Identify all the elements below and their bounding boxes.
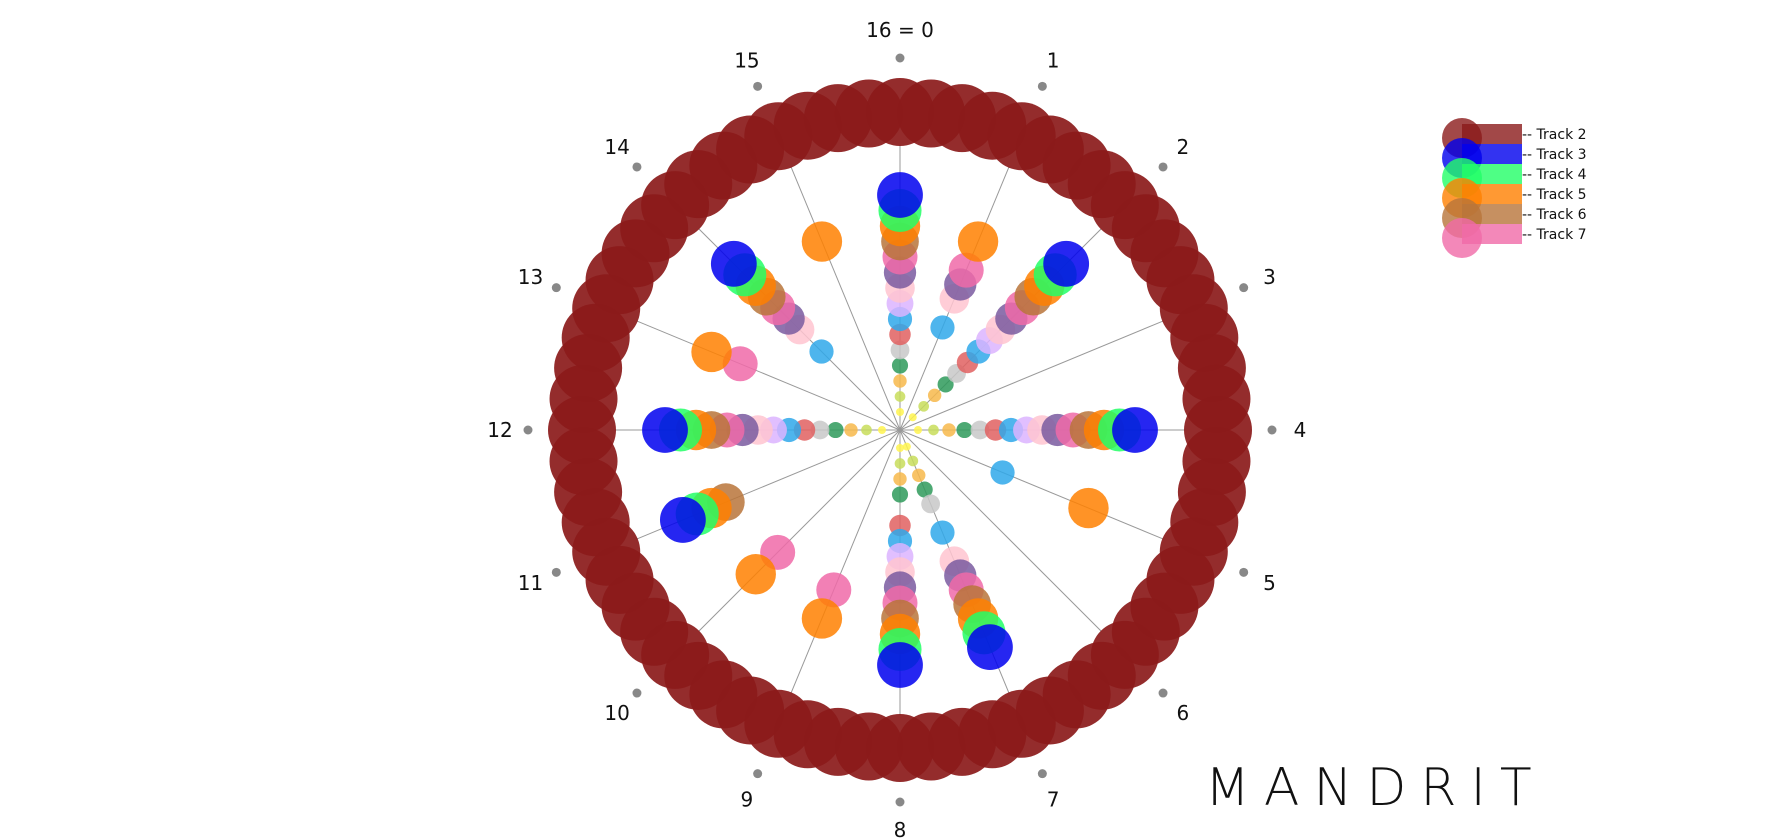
beat-marker-13 [551, 283, 561, 293]
legend-label: -- Track 5 [1522, 187, 1587, 203]
ring-dot-track-3 [877, 172, 923, 218]
spoke-6 [899, 429, 1102, 632]
beat-marker-12 [523, 425, 533, 435]
beat-marker-11 [551, 567, 561, 577]
ring-dot-lime [918, 400, 930, 412]
ring-dot-sky [990, 460, 1015, 485]
beat-label-0: 16 = 0 [866, 18, 934, 42]
track-2-dot [834, 79, 903, 148]
beat-marker-8 [895, 797, 905, 807]
beat-marker-5 [1239, 567, 1249, 577]
spoke-15 [790, 166, 901, 431]
ring-dot-sky [930, 315, 955, 340]
beat-label-11: 11 [518, 571, 543, 595]
ring-dot-yellow [896, 408, 904, 416]
ring-dot-gold [893, 374, 907, 388]
beat-label-14: 14 [604, 135, 629, 159]
ring-dot-green [891, 357, 909, 374]
beat-marker-15 [753, 81, 763, 91]
ring-dot-track-3 [877, 642, 923, 688]
legend-dot [1442, 218, 1482, 258]
beat-label-1: 1 [1047, 48, 1060, 72]
ring-dot-green [827, 421, 844, 439]
legend-label: -- Track 6 [1522, 207, 1587, 223]
ring-dot-yellow [908, 413, 917, 422]
beat-marker-1 [1037, 81, 1047, 91]
beat-marker-6 [1158, 688, 1168, 698]
legend-label: -- Track 3 [1522, 147, 1587, 163]
ring-dot-track-5 [801, 598, 843, 639]
beat-marker-3 [1239, 283, 1249, 293]
ring-dot-green [956, 421, 973, 439]
beat-label-12: 12 [487, 418, 512, 442]
ring-dot-lime [907, 455, 919, 467]
beat-marker-10 [632, 688, 642, 698]
ring-dot-grey [890, 340, 910, 360]
ring-dot-sky [930, 520, 955, 545]
ring-dot-track-3 [659, 497, 706, 543]
beat-marker-7 [1037, 769, 1047, 779]
ring-dot-green [937, 376, 954, 393]
ring-dot-track-5 [1068, 487, 1109, 529]
ring-dot-grey [970, 420, 990, 440]
beat-marker-9 [753, 769, 763, 779]
ring-dot-gold [942, 423, 956, 437]
ring-dot-track-5 [957, 221, 999, 262]
beat-label-10: 10 [604, 701, 629, 725]
spoke-13 [636, 320, 901, 431]
ring-dot-yellow [896, 444, 904, 452]
ring-dot-yellow [902, 442, 911, 451]
ring-dot-gold [844, 423, 858, 437]
beat-label-3: 3 [1263, 265, 1276, 289]
legend-label: -- Track 4 [1522, 167, 1587, 183]
ring-dot-gold [927, 388, 942, 403]
ring-dot-track-5 [691, 331, 732, 373]
beat-label-15: 15 [734, 48, 759, 72]
spoke-5 [899, 429, 1164, 540]
spoke-9 [790, 429, 901, 694]
track-legend: -- Track 2 -- Track 3 -- Track 4 -- Track 5… [1442, 118, 1587, 258]
legend-label: -- Track 2 [1522, 127, 1587, 143]
ring-dot-lime [861, 424, 872, 436]
beat-label-6: 6 [1176, 701, 1189, 725]
ring-dot-green [891, 486, 909, 503]
beat-label-9: 9 [741, 788, 754, 812]
beat-label-7: 7 [1047, 788, 1060, 812]
beat-dots [548, 78, 1252, 782]
ring-dot-grey [810, 420, 830, 440]
ring-dot-track-3 [1043, 240, 1090, 287]
spoke-10 [698, 429, 901, 632]
ring-dot-gold [912, 468, 926, 482]
beat-label-4: 4 [1294, 418, 1307, 442]
beat-marker-4 [1267, 425, 1277, 435]
beat-marker-14 [632, 162, 642, 172]
ring-dot-yellow [914, 426, 922, 434]
ring-dot-gold [893, 472, 907, 486]
ring-dot-sky [809, 339, 834, 364]
legend-label: -- Track 7 [1522, 227, 1587, 243]
ring-dot-track-3 [967, 624, 1013, 671]
ring-dot-lime [894, 391, 906, 402]
beat-label-8: 8 [894, 818, 907, 840]
beat-marker-2 [1158, 162, 1168, 172]
ring-dot-green [916, 481, 933, 498]
beat-marker-0 [895, 53, 905, 63]
beat-label-5: 5 [1263, 571, 1276, 595]
ring-dot-track-3 [710, 240, 757, 287]
beat-label-2: 2 [1176, 135, 1189, 159]
ring-dot-track-3 [642, 407, 688, 453]
ring-dot-lime [928, 424, 939, 436]
ring-dot-grey [921, 494, 941, 514]
spoke-3 [899, 320, 1164, 431]
ring-dot-lime [894, 458, 906, 469]
ring-dot-yellow [878, 426, 886, 434]
ring-dot-track-5 [735, 554, 776, 595]
brand-logo: MANDRIT [1205, 758, 1546, 818]
beat-label-13: 13 [518, 265, 543, 289]
ring-dot-track-3 [1112, 407, 1158, 453]
ring-dot-track-5 [801, 221, 843, 262]
